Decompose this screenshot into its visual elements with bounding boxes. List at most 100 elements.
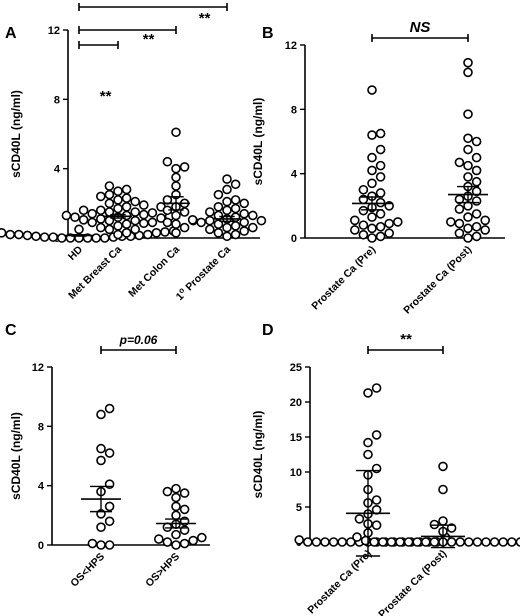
data-point	[91, 233, 101, 243]
y-tick-label: 8	[291, 104, 297, 116]
data-point	[156, 213, 166, 223]
x-category-label: OS<HPS	[68, 551, 107, 590]
data-point	[147, 217, 158, 228]
data-point	[121, 202, 132, 212]
x-category-label: 1o Prostate Ca	[172, 242, 233, 303]
data-point	[171, 501, 181, 512]
data-point	[104, 448, 115, 458]
data-point	[367, 212, 377, 222]
data-point	[113, 221, 123, 231]
data-point	[162, 486, 173, 497]
data-point	[230, 221, 241, 231]
data-point	[239, 217, 249, 228]
data-point	[454, 228, 465, 238]
data-point	[445, 217, 456, 227]
data-point	[463, 172, 473, 182]
data-point	[377, 537, 388, 547]
data-point	[171, 127, 181, 138]
data-point	[375, 172, 386, 182]
data-point	[471, 136, 482, 147]
data-point	[481, 537, 491, 547]
data-point	[130, 215, 140, 226]
data-point	[96, 455, 106, 466]
data-point	[367, 165, 377, 176]
data-point	[104, 540, 115, 550]
data-point	[213, 189, 224, 200]
data-point	[222, 222, 232, 233]
data-point	[74, 224, 84, 235]
data-point	[463, 233, 473, 243]
data-point	[121, 219, 132, 229]
data-point	[446, 523, 457, 533]
data-point	[179, 207, 190, 217]
y-tick-label: 4	[54, 164, 61, 176]
data-point	[403, 537, 414, 547]
y-tick-label: 0	[291, 233, 297, 245]
y-tick-label: 4	[38, 481, 45, 493]
data-point	[78, 205, 89, 216]
data-point	[489, 537, 500, 547]
data-point	[196, 217, 206, 228]
x-category-label: Prostate Ca (Post)	[401, 244, 474, 317]
data-point	[239, 226, 249, 236]
y-axis-label: sCD40L (ng/ml)	[9, 90, 23, 178]
data-point	[113, 203, 123, 214]
data-point	[22, 230, 33, 241]
data-point	[230, 179, 241, 190]
data-point	[455, 537, 466, 547]
data-point	[386, 537, 397, 547]
data-point	[143, 229, 153, 240]
y-tick-label: 15	[290, 432, 302, 444]
data-point	[363, 437, 373, 448]
data-point	[121, 193, 132, 203]
data-point	[384, 228, 395, 238]
data-point	[222, 231, 232, 242]
data-point	[392, 217, 403, 227]
data-point	[395, 537, 405, 547]
data-point	[78, 215, 89, 225]
significance-label: **	[142, 31, 155, 48]
x-category-label: Met Colon Ca	[126, 244, 182, 300]
data-point	[154, 534, 164, 544]
data-point	[358, 229, 369, 240]
data-point	[171, 163, 181, 174]
data-point	[363, 449, 373, 460]
data-point	[239, 208, 249, 219]
y-tick-label: 0	[38, 540, 44, 552]
data-point	[471, 152, 482, 163]
data-point	[454, 194, 465, 205]
data-point	[463, 67, 473, 78]
data-point	[320, 537, 330, 547]
data-point	[222, 174, 232, 184]
data-point	[384, 218, 395, 229]
data-point	[302, 537, 313, 547]
data-point	[100, 233, 110, 243]
data-point	[515, 537, 520, 547]
data-point	[375, 209, 386, 219]
data-point	[375, 188, 386, 198]
data-point	[371, 383, 382, 393]
y-tick-label: 5	[296, 502, 302, 514]
y-tick-label: 12	[48, 25, 60, 37]
data-point	[96, 205, 106, 216]
data-point	[179, 538, 190, 549]
panel-letter: A	[5, 25, 17, 42]
data-point	[48, 232, 59, 242]
data-point	[463, 133, 473, 144]
data-point	[352, 532, 362, 542]
data-point	[367, 130, 377, 140]
data-point	[463, 537, 474, 547]
data-point	[130, 196, 140, 207]
data-point	[70, 212, 80, 222]
data-point	[506, 537, 517, 547]
data-point	[104, 516, 115, 527]
data-point	[179, 222, 190, 233]
data-point	[454, 218, 465, 229]
panel-d: D0510152025sCD40L (ng/ml)Prostate Ca (Pr…	[251, 322, 520, 616]
data-point	[375, 144, 386, 155]
data-point	[463, 109, 473, 119]
data-point	[61, 210, 72, 221]
y-axis-label: sCD40L (ng/ml)	[9, 412, 23, 500]
